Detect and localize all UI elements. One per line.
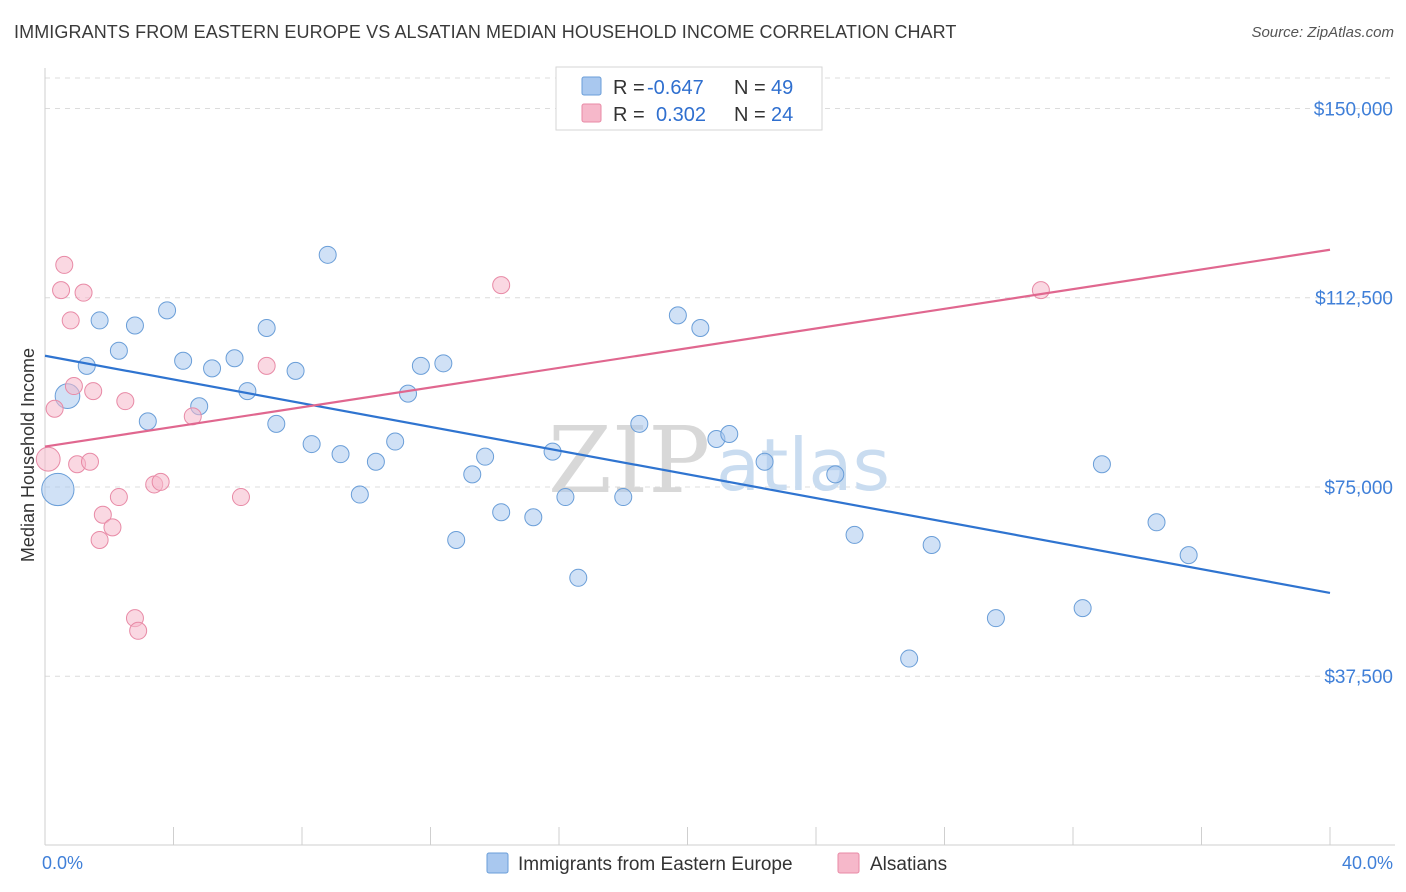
bottom-legend-swatch-blue bbox=[486, 852, 509, 874]
bottom-legend: Immigrants from Eastern Europe Alsatians bbox=[486, 852, 947, 875]
bottom-legend-swatch-pink bbox=[837, 852, 860, 874]
x-tick-label: 0.0% bbox=[42, 853, 83, 873]
y-axis-label: Median Household Income bbox=[18, 348, 38, 562]
legend-r-value: -0.647 bbox=[647, 77, 704, 99]
legend-n-label: N = bbox=[734, 77, 766, 99]
point-alsatian bbox=[492, 276, 511, 295]
point-alsatian bbox=[55, 255, 74, 274]
point-eastern-europe bbox=[569, 568, 588, 587]
trend-line-alsatian bbox=[44, 248, 1331, 448]
point-eastern-europe bbox=[366, 452, 385, 471]
point-eastern-europe bbox=[411, 356, 430, 375]
point-eastern-europe bbox=[77, 356, 96, 375]
point-alsatian bbox=[35, 446, 61, 472]
point-eastern-europe bbox=[922, 536, 941, 555]
point-eastern-europe bbox=[158, 301, 177, 320]
point-eastern-europe bbox=[614, 488, 633, 507]
point-eastern-europe bbox=[138, 412, 157, 431]
point-eastern-europe bbox=[331, 445, 350, 464]
legend-r-label: R = bbox=[613, 104, 645, 126]
y-tick-label: $37,500 bbox=[1324, 667, 1393, 688]
point-eastern-europe bbox=[986, 609, 1005, 628]
point-alsatian bbox=[103, 518, 122, 537]
point-alsatian bbox=[74, 283, 93, 302]
data-points bbox=[35, 245, 1198, 668]
chart-source: Source: ZipAtlas.com bbox=[1251, 24, 1394, 41]
point-eastern-europe bbox=[630, 414, 649, 433]
point-eastern-europe bbox=[492, 503, 511, 522]
point-eastern-europe bbox=[109, 341, 128, 360]
point-eastern-europe bbox=[556, 488, 575, 507]
watermark-atlas: atlas bbox=[716, 423, 890, 507]
point-alsatian bbox=[84, 382, 103, 401]
point-eastern-europe bbox=[476, 447, 495, 466]
point-eastern-europe bbox=[434, 354, 453, 373]
point-alsatian bbox=[129, 621, 148, 640]
legend-swatch-blue bbox=[581, 76, 602, 96]
point-eastern-europe bbox=[900, 649, 919, 668]
point-alsatian bbox=[52, 281, 71, 300]
point-eastern-europe bbox=[350, 485, 369, 504]
x-tick-label: 40.0% bbox=[1342, 853, 1393, 873]
point-eastern-europe bbox=[90, 311, 109, 330]
trend-line-eastern-europe bbox=[44, 354, 1331, 595]
point-alsatian bbox=[116, 392, 135, 411]
point-alsatian bbox=[93, 505, 112, 524]
point-alsatian bbox=[61, 311, 80, 330]
legend-n-label: N = bbox=[734, 104, 766, 126]
point-eastern-europe bbox=[174, 351, 193, 370]
trend-lines bbox=[44, 248, 1331, 595]
point-eastern-europe bbox=[286, 361, 305, 380]
y-tick-labels: $37,500 $75,000 $112,500 $150,000 bbox=[1314, 99, 1393, 688]
y-tick-label: $112,500 bbox=[1315, 289, 1393, 310]
point-eastern-europe bbox=[463, 465, 482, 484]
point-alsatian bbox=[257, 356, 276, 375]
watermark: ZIP atlas bbox=[548, 407, 890, 514]
legend-swatch-pink bbox=[581, 103, 602, 123]
legend-n-value: 49 bbox=[771, 77, 793, 99]
point-eastern-europe bbox=[668, 306, 687, 325]
point-alsatian bbox=[45, 399, 64, 418]
legend-n-value: 24 bbox=[771, 104, 793, 126]
bottom-legend-label-blue: Immigrants from Eastern Europe bbox=[518, 854, 793, 875]
point-alsatian bbox=[1031, 281, 1050, 300]
y-tick-label: $150,000 bbox=[1314, 99, 1393, 120]
point-alsatian bbox=[90, 530, 109, 549]
point-eastern-europe bbox=[302, 435, 321, 454]
point-alsatian bbox=[109, 488, 128, 507]
point-eastern-europe bbox=[267, 414, 286, 433]
bottom-legend-label-pink: Alsatians bbox=[870, 854, 947, 875]
legend: R = -0.647 N = 49 R = 0.302 N = 24 bbox=[555, 66, 823, 131]
point-eastern-europe bbox=[845, 525, 864, 544]
y-tick-label: $75,000 bbox=[1324, 478, 1393, 499]
point-alsatian bbox=[231, 488, 250, 507]
point-alsatian bbox=[151, 472, 170, 491]
point-eastern-europe bbox=[755, 452, 774, 471]
legend-r-value: 0.302 bbox=[656, 104, 706, 126]
point-eastern-europe bbox=[1092, 455, 1111, 474]
point-eastern-europe bbox=[257, 318, 276, 337]
point-eastern-europe bbox=[1073, 599, 1092, 618]
gridlines bbox=[45, 77, 1395, 677]
point-eastern-europe bbox=[447, 530, 466, 549]
legend-r-label: R = bbox=[613, 77, 645, 99]
point-eastern-europe bbox=[399, 384, 418, 403]
point-eastern-europe bbox=[720, 424, 739, 443]
point-eastern-europe bbox=[225, 349, 244, 368]
point-eastern-europe bbox=[386, 432, 405, 451]
point-eastern-europe bbox=[524, 508, 543, 527]
point-eastern-europe bbox=[1147, 513, 1166, 532]
point-eastern-europe bbox=[1179, 546, 1198, 565]
point-eastern-europe bbox=[691, 318, 710, 337]
point-eastern-europe bbox=[318, 245, 337, 264]
chart-title: IMMIGRANTS FROM EASTERN EUROPE VS ALSATI… bbox=[14, 22, 957, 42]
point-eastern-europe bbox=[203, 359, 222, 378]
point-eastern-europe bbox=[41, 472, 75, 507]
point-eastern-europe bbox=[125, 316, 144, 335]
x-tick-labels: 0.0% 40.0% bbox=[42, 853, 1393, 873]
point-alsatian bbox=[80, 452, 99, 471]
point-eastern-europe bbox=[826, 465, 845, 484]
point-alsatian bbox=[64, 377, 83, 396]
